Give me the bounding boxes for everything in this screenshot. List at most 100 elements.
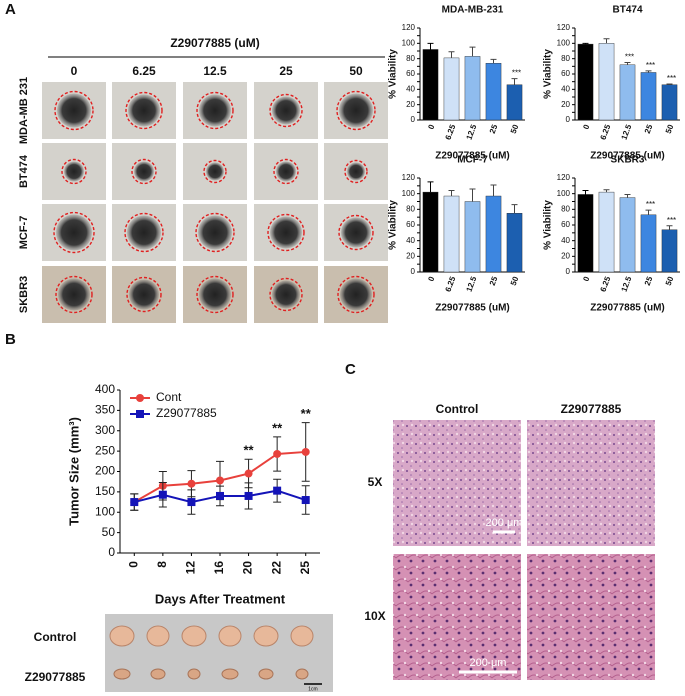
y-tick-label: 60 [406,220,415,229]
chart-title: MCF-7 [457,155,488,166]
significance: *** [667,74,676,83]
bar [598,191,615,273]
y-tick-label: 60 [406,69,415,78]
y-tick-label: 40 [561,236,570,245]
histology-image [393,554,521,680]
bar [619,64,636,121]
y-tick-label: 80 [406,54,415,63]
y-tick-label: 200 [95,464,115,478]
x-tick-label: 12.5 [620,123,634,141]
x-tick-label: 6.25 [444,123,458,141]
y-tick-label: 60 [561,69,570,78]
tumor-photo [105,614,333,692]
y-tick-label: 40 [406,84,415,93]
tumor [150,668,166,680]
spheroid-outline [55,275,93,314]
y-tick-label: 150 [95,484,115,498]
spheroid-outline [344,159,368,184]
error-bar [624,193,631,198]
spheroid [127,215,161,250]
spheroid [341,217,371,248]
row-label: Z29077885 [25,670,86,684]
spheroid [57,93,91,128]
y-tick-label: 0 [108,545,115,559]
scale-label: 200 μm [470,657,507,669]
error-bar [448,190,455,197]
y-tick-label: 250 [95,443,115,457]
panel-label: B [5,331,16,348]
error-bar [645,209,652,215]
histology-image [527,420,655,546]
dose-label: 6.25 [132,64,156,78]
compound-label: Z29077885 (uM) [170,36,259,50]
spheroid-outline [337,275,375,314]
error-bar [427,181,434,193]
bar [464,201,481,273]
y-tick-label: 20 [406,251,415,260]
x-tick-label: 6.25 [444,275,458,293]
y-tick-label: 100 [557,38,571,47]
x-tick-label: 25 [643,275,655,287]
spheroid [199,278,231,311]
y-tick-label: 20 [561,100,570,109]
tumor [290,625,314,647]
error-bar [666,83,673,85]
error-bar [448,51,455,58]
cell-line-label: MCF-7 [18,216,30,250]
y-tick-label: 300 [95,423,115,437]
bar [422,49,439,121]
y-tick-label: 400 [95,382,115,396]
spheroid [206,162,224,181]
y-tick-label: 350 [95,403,115,417]
chart-title: MDA-MB-231 [442,5,504,16]
panel-label: A [5,1,16,18]
spheroid-outline [273,158,299,185]
error-bar [511,204,518,214]
tumor [253,625,279,647]
cell-line-label: SKBR3 [18,276,30,313]
spheroid [198,215,232,250]
marker [187,498,196,507]
bar [443,57,460,121]
spheroid-outline [203,159,227,184]
y-tick-label: 0 [566,115,571,124]
y-tick-label: 120 [557,23,571,32]
x-tick-label: 12.5 [465,123,479,141]
bar [577,43,594,121]
spheroid [134,161,154,182]
scale-label: 1cm [308,686,317,692]
spheroid [276,161,296,182]
significance: *** [512,69,521,78]
x-tick-label: 50 [509,123,521,135]
error-bar [603,189,610,193]
bar [485,63,502,121]
y-tick-label: 100 [557,189,571,198]
spheroid-outline [336,90,376,131]
bar [506,213,523,273]
error-bar [490,184,497,197]
x-tick-label: 0 [126,561,140,568]
x-axis-label: Z29077885 (uM) [590,151,664,162]
marker [273,486,282,495]
x-tick-label: 50 [664,275,676,287]
bar [422,191,439,273]
spheroid [272,280,300,309]
spheroid [347,162,365,181]
legend-label: Cont [156,390,182,404]
y-tick-label: 0 [566,267,571,276]
spheroid-outline [267,213,305,252]
spheroid-outline [269,277,303,312]
y-tick-label: 80 [561,54,570,63]
row-label: Control [34,630,77,644]
legend-label: Z29077885 [156,406,217,420]
cell-line-label: MDA-MB 231 [18,77,30,144]
x-axis-label: Days After Treatment [155,591,286,606]
significance: *** [646,200,655,209]
spheroid-outline [269,93,303,128]
legend-marker [136,394,144,402]
spheroid [339,93,373,128]
error-bar [511,78,518,85]
bar [640,214,657,273]
spheroid [199,94,231,127]
spheroid-outline [338,214,374,251]
